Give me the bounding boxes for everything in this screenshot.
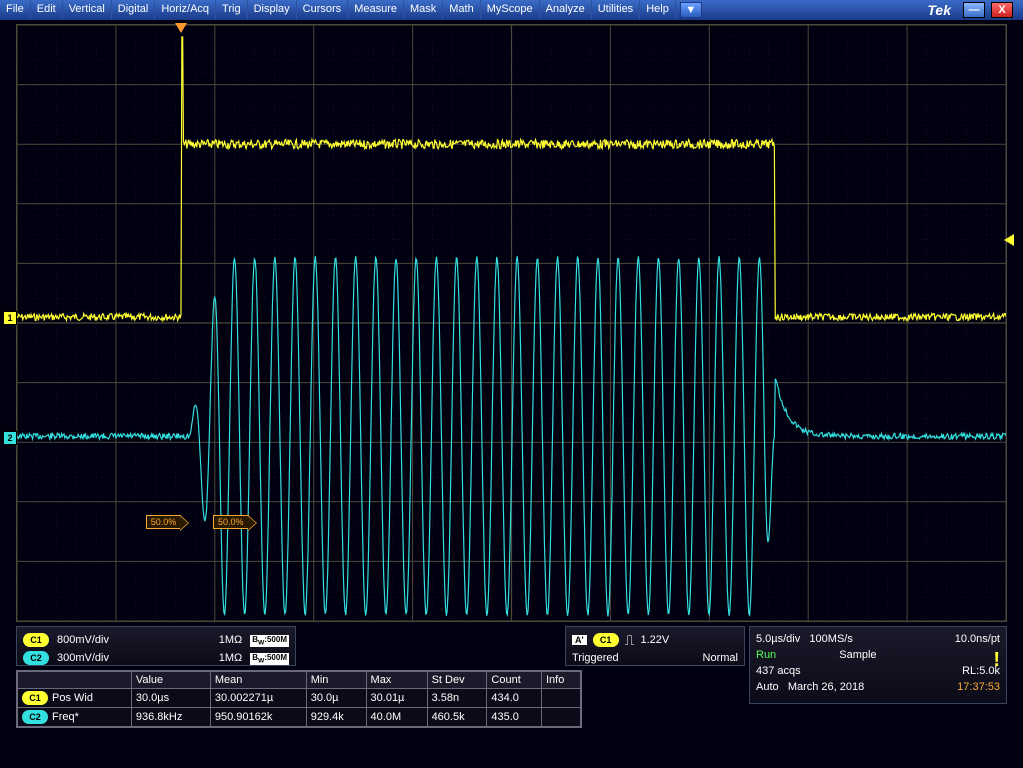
- ref-level-tag: 50.0%: [146, 515, 182, 529]
- time-res: 10.0ns/pt: [955, 631, 1000, 647]
- warning-icon: !: [993, 649, 1000, 672]
- ch-badge: C2: [23, 651, 49, 665]
- menu-analyze[interactable]: Analyze: [540, 0, 592, 20]
- sample-rate: 100MS/s: [809, 633, 852, 645]
- menu-file[interactable]: File: [0, 0, 31, 20]
- run-state: Run: [756, 649, 776, 661]
- waveform-plot: 1250.0%50.0%: [16, 24, 1007, 622]
- menu-horizacq[interactable]: Horiz/Acq: [155, 0, 216, 20]
- acq-count: 437 acqs: [756, 665, 801, 677]
- table-row: C1Pos Wid 30.0µs30.002271µ30.0µ30.01µ3.5…: [18, 689, 581, 708]
- menu-mask[interactable]: Mask: [404, 0, 443, 20]
- trigger-edge-icon: ⎍: [625, 632, 635, 649]
- meas-col: Info: [542, 672, 581, 689]
- ch-scale: 800mV/div: [57, 634, 109, 646]
- time: 17:37:53: [957, 679, 1000, 695]
- menu-digital[interactable]: Digital: [112, 0, 156, 20]
- ch-scale: 300mV/div: [57, 652, 109, 664]
- ch-impedance: 1MΩ: [219, 634, 243, 646]
- menu-measure[interactable]: Measure: [348, 0, 404, 20]
- date: March 26, 2018: [788, 681, 864, 693]
- ch-impedance: 1MΩ: [219, 652, 243, 664]
- trigger-level-marker[interactable]: [1004, 234, 1014, 246]
- menu-math[interactable]: Math: [443, 0, 480, 20]
- trigger-mode: Normal: [703, 652, 738, 664]
- trigger-position-marker[interactable]: [175, 23, 187, 33]
- meas-col: Value: [131, 672, 210, 689]
- menu-bar: FileEditVerticalDigitalHoriz/AcqTrigDisp…: [0, 0, 1023, 20]
- minimize-button[interactable]: —: [963, 2, 985, 18]
- meas-col: Mean: [210, 672, 306, 689]
- ref-level-tag: 50.0%: [213, 515, 249, 529]
- table-row: C2Freq* 936.8kHz950.90162k929.4k40.0M460…: [18, 708, 581, 727]
- menu-edit[interactable]: Edit: [31, 0, 63, 20]
- meas-col: Max: [366, 672, 427, 689]
- acq-mode: Sample: [839, 649, 876, 661]
- ch-badge: C1: [23, 633, 49, 647]
- close-button[interactable]: X: [991, 2, 1013, 18]
- menu-vertical[interactable]: Vertical: [63, 0, 112, 20]
- timebase-panel: 5.0µs/div 100MS/s 10.0ns/pt Run Sample 4…: [749, 626, 1007, 704]
- meas-col: [18, 672, 132, 689]
- meas-col: Min: [306, 672, 366, 689]
- channel-panel: C1 800mV/div 1MΩ BW:500M C2 300mV/div 1MΩ…: [16, 626, 296, 666]
- auto-label: Auto: [756, 681, 779, 693]
- ch-bw: BW:500M: [250, 651, 289, 665]
- ch1-marker[interactable]: 1: [3, 311, 17, 325]
- ch2-marker[interactable]: 2: [3, 431, 17, 445]
- menu-myscope[interactable]: MyScope: [481, 0, 540, 20]
- brand-logo: Tek: [927, 2, 951, 18]
- trigger-panel: A' C1 ⎍ 1.22V Triggered Normal: [565, 626, 745, 666]
- menu-utilities[interactable]: Utilities: [592, 0, 640, 20]
- trigger-ch-badge: C1: [593, 633, 619, 647]
- time-div: 5.0µs/div: [756, 633, 800, 645]
- trigger-level: 1.22V: [640, 634, 669, 646]
- measurement-table: ValueMeanMinMaxSt DevCountInfo C1Pos Wid…: [16, 670, 582, 728]
- ch-bw: BW:500M: [250, 633, 289, 647]
- help-dropdown-button[interactable]: ▼: [680, 2, 702, 18]
- menu-cursors[interactable]: Cursors: [297, 0, 349, 20]
- meas-col: St Dev: [427, 672, 487, 689]
- trigger-status: Triggered: [572, 652, 619, 664]
- menu-display[interactable]: Display: [248, 0, 297, 20]
- menu-trig[interactable]: Trig: [216, 0, 248, 20]
- trigger-a-badge: A': [572, 635, 587, 645]
- menu-help[interactable]: Help: [640, 0, 676, 20]
- meas-col: Count: [487, 672, 542, 689]
